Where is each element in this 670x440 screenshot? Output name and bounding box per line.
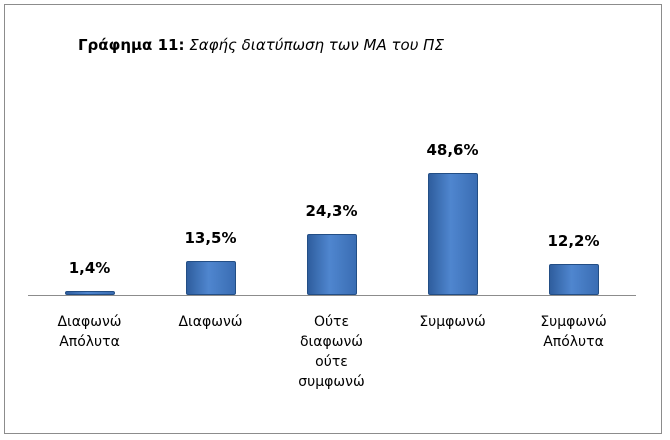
data-label: 48,6% [426, 141, 479, 159]
bar [548, 264, 599, 295]
data-label: 12,2% [547, 232, 600, 251]
bar [306, 234, 357, 295]
bar [185, 261, 236, 295]
data-label: 13,5% [184, 229, 237, 248]
chart-frame [4, 4, 662, 434]
data-label: 24,3% [305, 202, 358, 220]
bar [64, 291, 115, 295]
bar [427, 173, 478, 295]
x-tick-label: Διαφωνώ [178, 314, 243, 330]
x-axis [28, 295, 636, 296]
x-tick-label: Ούτε διαφωνώ ούτε συμφωνώ [298, 314, 365, 390]
data-label: 1,4% [68, 259, 111, 278]
chart-title: Γράφημα 11: Σαφής διατύπωση των ΜΑ του Π… [78, 36, 444, 54]
x-tick-label: Διαφωνώ Απόλυτα [57, 314, 122, 350]
x-tick-label: Συμφωνώ [419, 314, 486, 330]
title-prefix: Γράφημα 11: [78, 36, 185, 54]
x-tick-label: Συμφωνώ Απόλυτα [540, 314, 607, 350]
title-text: Σαφής διατύπωση των ΜΑ του ΠΣ [189, 36, 444, 54]
